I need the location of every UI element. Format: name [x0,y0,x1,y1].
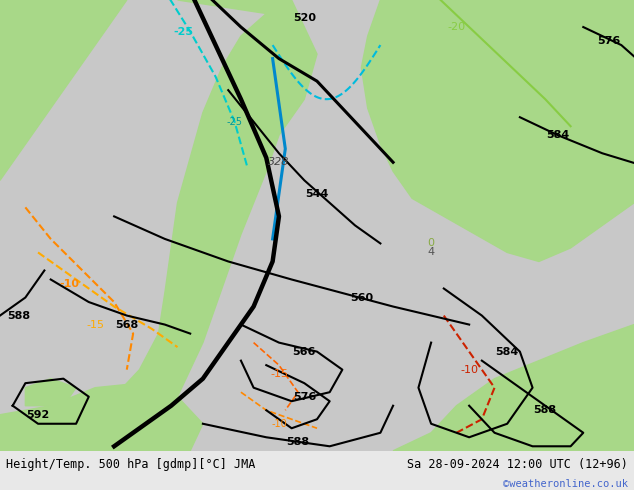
Text: 328: 328 [268,157,290,167]
Polygon shape [0,383,203,451]
Text: 588: 588 [287,437,309,447]
Text: 576: 576 [293,392,316,402]
Text: -25: -25 [226,117,243,127]
Text: -20: -20 [448,22,465,32]
Text: 592: 592 [27,410,49,420]
Text: 544: 544 [306,189,328,199]
Text: 584: 584 [547,130,569,140]
Text: -10: -10 [460,365,478,375]
Text: 576: 576 [597,36,620,46]
Text: -15: -15 [86,319,104,330]
Text: 588: 588 [534,405,557,415]
Text: ©weatheronline.co.uk: ©weatheronline.co.uk [503,479,628,489]
Polygon shape [361,0,634,262]
Text: 568: 568 [115,319,138,330]
Text: -10: -10 [60,279,80,289]
Text: 584: 584 [496,346,519,357]
Text: 566: 566 [293,346,316,357]
Text: 4: 4 [427,247,435,257]
Polygon shape [0,0,127,180]
Text: -15: -15 [270,369,288,379]
Polygon shape [95,0,317,433]
Text: 520: 520 [293,13,316,23]
Text: 560: 560 [350,293,373,302]
Text: Sa 28-09-2024 12:00 UTC (12+96): Sa 28-09-2024 12:00 UTC (12+96) [407,458,628,471]
Text: Height/Temp. 500 hPa [gdmp][°C] JMA: Height/Temp. 500 hPa [gdmp][°C] JMA [6,458,256,471]
Text: 0: 0 [427,239,435,248]
Polygon shape [25,379,76,406]
Text: -25: -25 [174,26,194,37]
Polygon shape [393,324,634,451]
Text: 588: 588 [8,311,30,320]
Text: -10: -10 [271,419,287,429]
